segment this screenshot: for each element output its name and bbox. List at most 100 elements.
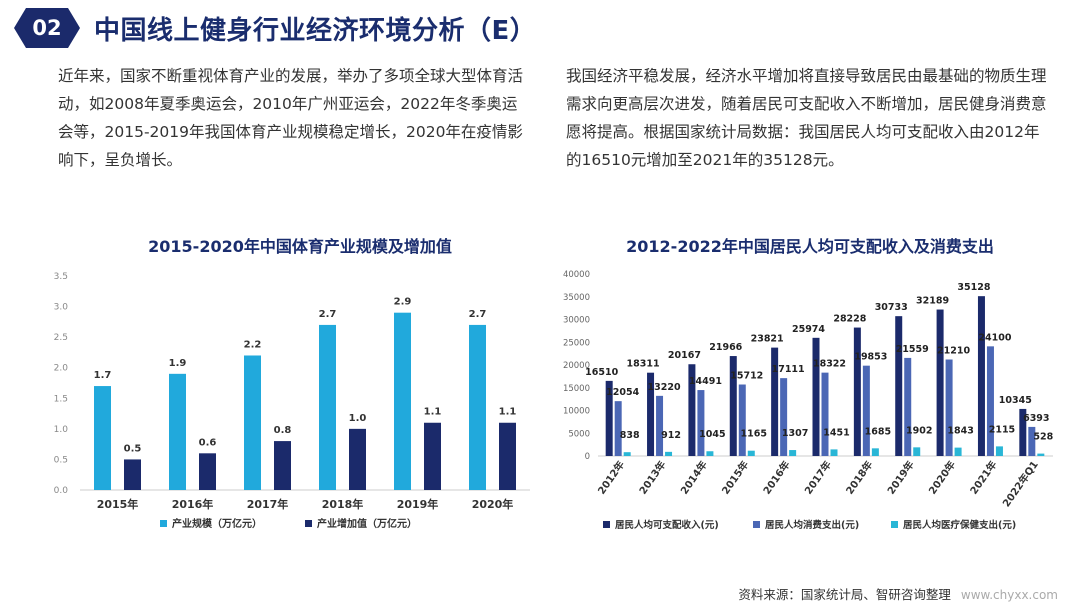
bar-income xyxy=(895,316,903,456)
bar-healthcare xyxy=(995,446,1003,456)
bar-added-value xyxy=(274,441,291,490)
bar-value-label: 0.8 xyxy=(274,425,292,436)
x-tick-label: 2018年 xyxy=(843,458,875,496)
bar-added-value xyxy=(199,453,216,490)
x-tick-label: 2022年Q1 xyxy=(1000,458,1041,509)
chart1-title: 2015-2020年中国体育产业规模及增加值 xyxy=(148,237,452,256)
x-tick-label: 2021年 xyxy=(967,458,999,496)
bar-value-label: 1165 xyxy=(741,429,767,440)
section-number-badge: 02 xyxy=(14,8,80,48)
bar-healthcare xyxy=(665,451,673,456)
legend-swatch xyxy=(753,521,760,528)
bar-income xyxy=(771,347,779,456)
bar-value-label: 10345 xyxy=(999,395,1032,406)
bar-income xyxy=(977,296,985,456)
x-tick-label: 2019年 xyxy=(884,458,916,496)
x-tick-label: 2014年 xyxy=(678,458,710,496)
bar-scale xyxy=(169,373,186,490)
chart2-title: 2012-2022年中国居民人均可支配收入及消费支出 xyxy=(626,237,994,256)
bar-added-value xyxy=(124,459,141,490)
bar-consumption xyxy=(862,365,870,456)
bar-value-label: 1.9 xyxy=(169,358,187,369)
bar-value-label: 1045 xyxy=(699,429,725,440)
y-tick-label: 25000 xyxy=(563,338,590,348)
bar-healthcare xyxy=(1037,453,1045,456)
bar-value-label: 16510 xyxy=(585,367,618,378)
x-tick-label: 2015年 xyxy=(97,497,139,511)
bar-value-label: 24100 xyxy=(978,332,1011,343)
bar-value-label: 25974 xyxy=(792,324,825,335)
bar-added-value xyxy=(349,428,366,490)
source-url: www.chyxx.com xyxy=(960,588,1058,602)
bar-healthcare xyxy=(830,449,838,456)
income-expenditure-chart: 0 5000 10000 15000 20000 25000 30000 35000 40000… xyxy=(563,270,1054,531)
bar-value-label: 21966 xyxy=(709,342,742,353)
bar-value-label: 1451 xyxy=(823,427,849,438)
bar-added-value xyxy=(424,422,441,490)
bar-income xyxy=(688,364,696,456)
y-tick-label: 30000 xyxy=(563,316,590,326)
bar-income xyxy=(605,380,613,456)
legend-swatch xyxy=(891,521,898,528)
x-tick-label: 2019年 xyxy=(397,497,439,511)
legend-label: 居民人均消费支出(元) xyxy=(765,519,859,531)
y-tick-label: 2.5 xyxy=(54,333,68,343)
legend-label: 产业增加值（万亿元） xyxy=(317,517,417,530)
bar-value-label: 912 xyxy=(661,430,681,441)
bar-healthcare xyxy=(913,447,921,456)
bar-value-label: 30733 xyxy=(875,302,908,313)
bar-value-label: 2.9 xyxy=(394,297,412,308)
bar-income xyxy=(812,337,820,456)
y-tick-label: 0.0 xyxy=(54,486,69,496)
x-tick-label: 2020年 xyxy=(926,458,958,496)
x-tick-label: 2016年 xyxy=(760,458,792,496)
bar-consumption xyxy=(1028,426,1036,456)
bar-value-label: 32189 xyxy=(916,296,949,307)
paragraph-income: 我国经济平稳发展，经济水平增加将直接导致居民由最基础的物质生理需求向更高层次进发… xyxy=(566,67,1047,169)
y-tick-label: 2.0 xyxy=(54,364,69,374)
paragraph-sports-industry: 近年来，国家不断重视体育产业的发展，举办了多项全球大型体育活动，如2008年夏季… xyxy=(58,67,524,169)
bar-income xyxy=(1019,408,1027,456)
bar-consumption xyxy=(738,384,746,456)
x-tick-label: 2017年 xyxy=(802,458,834,496)
y-tick-label: 40000 xyxy=(563,270,590,280)
bar-income xyxy=(853,327,861,456)
bar-scale xyxy=(244,355,261,490)
bar-added-value xyxy=(499,422,516,490)
legend-label: 产业规模（万亿元） xyxy=(172,517,262,530)
legend-swatch xyxy=(305,520,312,527)
bar-consumption xyxy=(821,372,829,456)
y-tick-label: 0 xyxy=(585,452,590,462)
bar-healthcare xyxy=(789,450,797,456)
bar-value-label: 1307 xyxy=(782,428,808,439)
bar-value-label: 20167 xyxy=(668,350,701,361)
bar-value-label: 28228 xyxy=(833,314,866,325)
y-tick-label: 1.5 xyxy=(54,394,68,404)
bar-value-label: 19853 xyxy=(854,352,887,363)
bar-value-label: 6393 xyxy=(1023,413,1049,424)
header: 02 中国线上健身行业经济环境分析（E） xyxy=(14,6,1074,50)
x-tick-label: 2017年 xyxy=(247,497,289,511)
bar-income xyxy=(647,372,655,456)
bar-income xyxy=(729,356,737,456)
y-tick-label: 3.0 xyxy=(54,303,69,313)
bar-healthcare xyxy=(871,448,879,456)
x-tick-label: 2016年 xyxy=(172,497,214,511)
bar-value-label: 1.1 xyxy=(424,407,442,418)
bar-value-label: 1902 xyxy=(906,425,932,436)
bar-scale xyxy=(469,324,486,490)
bar-consumption xyxy=(945,359,953,456)
bar-healthcare xyxy=(747,450,755,456)
y-tick-label: 0.5 xyxy=(54,455,68,465)
x-tick-label: 2018年 xyxy=(322,497,364,511)
bar-value-label: 2.7 xyxy=(319,309,337,320)
bar-consumption xyxy=(986,346,994,456)
bar-value-label: 15712 xyxy=(730,371,763,382)
bar-scale xyxy=(394,312,411,490)
page-title: 中国线上健身行业经济环境分析（E） xyxy=(94,16,537,46)
bar-value-label: 1685 xyxy=(865,426,891,437)
x-tick-label: 2015年 xyxy=(719,458,751,496)
legend-swatch xyxy=(160,520,167,527)
bar-value-label: 17111 xyxy=(772,364,805,375)
y-tick-label: 20000 xyxy=(563,361,590,371)
